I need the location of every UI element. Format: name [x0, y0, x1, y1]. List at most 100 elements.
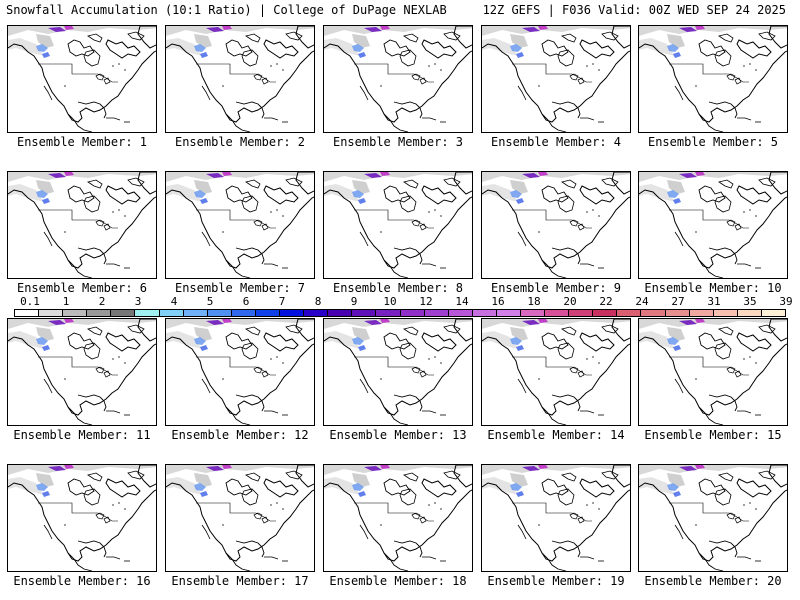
north-america-map [166, 172, 314, 278]
ensemble-member-label: Ensemble Member: 20 [644, 574, 782, 588]
colorbar-tick-label: 2 [98, 295, 106, 308]
colorbar-tick-label: 9 [350, 295, 358, 308]
colorbar-tick-label: 5 [206, 295, 214, 308]
north-america-map [639, 172, 787, 278]
colorbar-cell [713, 310, 738, 316]
ensemble-member-label: Ensemble Member: 7 [174, 281, 306, 295]
north-america-map [166, 465, 314, 571]
ensemble-member-label: Ensemble Member: 11 [13, 428, 151, 442]
colorbar-cell [183, 310, 208, 316]
colorbar-tick-label: 3 [134, 295, 142, 308]
ensemble-member-12-map [165, 318, 315, 426]
valid-time-title: 12Z GEFS | F036 Valid: 00Z WED SEP 24 20… [482, 3, 786, 17]
north-america-map [482, 172, 630, 278]
colorbar-cell [304, 310, 329, 316]
ensemble-member-7-map [165, 171, 315, 279]
ensemble-member-label: Ensemble Member: 13 [329, 428, 467, 442]
ensemble-member-15-map [638, 318, 788, 426]
colorbar-tick-label: 14 [455, 295, 469, 308]
colorbar-tick-label: 31 [707, 295, 721, 308]
colorbar-cell [520, 310, 546, 316]
colorbar-tick-label: 18 [527, 295, 541, 308]
colorbar-cell [424, 310, 449, 316]
ensemble-member-1-map [7, 25, 157, 133]
ensemble-member-3-map [323, 25, 473, 133]
colorbar-cell [15, 310, 40, 316]
north-america-map [8, 172, 156, 278]
ensemble-member-label: Ensemble Member: 6 [16, 281, 148, 295]
ensemble-member-label: Ensemble Member: 2 [174, 135, 306, 149]
colorbar-cell [207, 310, 232, 316]
ensemble-member-label: Ensemble Member: 1 [16, 135, 148, 149]
north-america-map [324, 26, 472, 132]
ensemble-member-11-map [7, 318, 157, 426]
north-america-map [166, 319, 314, 425]
colorbar-cell [617, 310, 642, 316]
colorbar-cell [569, 310, 594, 316]
ensemble-member-label: Ensemble Member: 9 [490, 281, 622, 295]
north-america-map [8, 465, 156, 571]
colorbar-tick-label: 35 [743, 295, 757, 308]
colorbar-cell [545, 310, 570, 316]
ensemble-member-label: Ensemble Member: 5 [647, 135, 779, 149]
ensemble-member-14-map [481, 318, 631, 426]
north-america-map [639, 319, 787, 425]
ensemble-member-label: Ensemble Member: 12 [171, 428, 309, 442]
colorbar-cell [231, 310, 256, 316]
colorbar-tick-label: 10 [383, 295, 397, 308]
colorbar-tick-label: 6 [242, 295, 250, 308]
colorbar-cell [87, 310, 112, 316]
map-title: Snowfall Accumulation (10:1 Ratio) | Col… [6, 3, 447, 17]
ensemble-member-16-map [7, 464, 157, 572]
north-america-map [324, 319, 472, 425]
colorbar-cell [63, 310, 88, 316]
ensemble-member-label: Ensemble Member: 8 [332, 281, 464, 295]
ensemble-member-10-map [638, 171, 788, 279]
colorbar-cell [737, 310, 762, 316]
north-america-map [8, 319, 156, 425]
north-america-map [482, 465, 630, 571]
colorbar-cell [255, 310, 281, 316]
ensemble-member-18-map [323, 464, 473, 572]
colorbar-cell [496, 310, 521, 316]
colorbar-tick-label: 22 [599, 295, 613, 308]
north-america-map [8, 26, 156, 132]
colorbar-cell [159, 310, 184, 316]
ensemble-member-label: Ensemble Member: 18 [329, 574, 467, 588]
colorbar-cell [400, 310, 425, 316]
ensemble-member-label: Ensemble Member: 19 [487, 574, 625, 588]
colorbar-cell [593, 310, 618, 316]
colorbar-tick-label: 16 [491, 295, 505, 308]
ensemble-member-label: Ensemble Member: 16 [13, 574, 151, 588]
colorbar-cell [641, 310, 666, 316]
ensemble-member-17-map [165, 464, 315, 572]
colorbar-cell [689, 310, 714, 316]
north-america-map [639, 465, 787, 571]
ensemble-member-2-map [165, 25, 315, 133]
ensemble-member-label: Ensemble Member: 4 [490, 135, 622, 149]
ensemble-member-label: Ensemble Member: 17 [171, 574, 309, 588]
colorbar-tick-label: 4 [170, 295, 178, 308]
ensemble-member-label: Ensemble Member: 14 [487, 428, 625, 442]
colorbar-tick-label: 12 [419, 295, 433, 308]
colorbar-cell [111, 310, 136, 316]
snowfall-colorbar [14, 309, 786, 317]
colorbar-cell [280, 310, 305, 316]
colorbar-tick-label: 39 [779, 295, 793, 308]
colorbar-cell [376, 310, 401, 316]
north-america-map [166, 26, 314, 132]
ensemble-member-9-map [481, 171, 631, 279]
ensemble-member-4-map [481, 25, 631, 133]
north-america-map [639, 26, 787, 132]
ensemble-member-label: Ensemble Member: 3 [332, 135, 464, 149]
colorbar-cell [352, 310, 377, 316]
colorbar-tick-label: 8 [314, 295, 322, 308]
ensemble-member-13-map [323, 318, 473, 426]
colorbar-cell [448, 310, 473, 316]
ensemble-member-8-map [323, 171, 473, 279]
colorbar-tick-label: 24 [635, 295, 649, 308]
colorbar-cell [39, 310, 64, 316]
ensemble-member-label: Ensemble Member: 10 [644, 281, 782, 295]
north-america-map [324, 465, 472, 571]
colorbar-cell [328, 310, 353, 316]
